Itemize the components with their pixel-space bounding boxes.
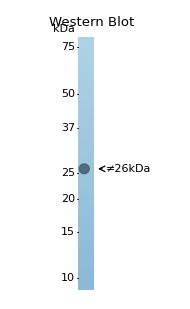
Text: Western Blot: Western Blot	[49, 16, 135, 29]
Text: 15: 15	[61, 227, 75, 237]
Text: ≠26kDa: ≠26kDa	[105, 164, 151, 174]
Text: 50: 50	[61, 89, 75, 99]
Text: 10: 10	[61, 273, 75, 283]
Text: 75: 75	[61, 42, 75, 52]
Text: 25: 25	[61, 168, 75, 178]
Text: 20: 20	[61, 194, 75, 204]
Text: 37: 37	[61, 123, 75, 133]
Ellipse shape	[79, 164, 89, 174]
Text: kDa: kDa	[53, 24, 75, 34]
